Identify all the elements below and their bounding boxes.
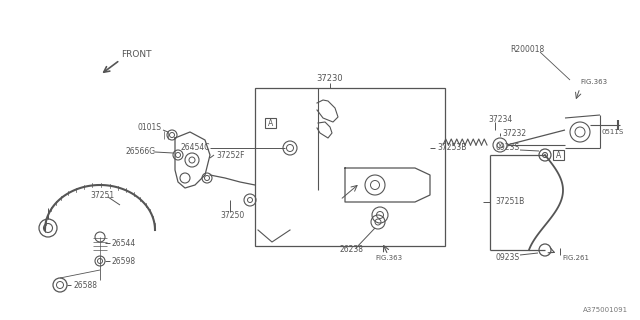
Text: 26566G: 26566G	[125, 148, 155, 156]
Text: 37230: 37230	[317, 74, 343, 83]
Text: 26598: 26598	[112, 257, 136, 266]
Text: R200018: R200018	[510, 45, 544, 54]
Text: 26544: 26544	[112, 238, 136, 247]
Text: 0511S: 0511S	[602, 129, 624, 135]
Text: FRONT: FRONT	[121, 50, 152, 59]
Text: FIG.363: FIG.363	[580, 79, 607, 85]
Text: 37251: 37251	[90, 190, 114, 199]
Text: 37253B: 37253B	[437, 143, 467, 153]
Text: A: A	[268, 118, 273, 127]
Text: 26454C: 26454C	[180, 143, 210, 153]
Text: 26588: 26588	[73, 281, 97, 290]
Text: A: A	[556, 150, 561, 159]
Bar	[265, 118, 276, 128]
Text: FIG.261: FIG.261	[562, 255, 589, 261]
Text: 37250: 37250	[220, 211, 244, 220]
Text: 37252F: 37252F	[216, 150, 244, 159]
Text: 0923S: 0923S	[495, 143, 519, 153]
Text: FIG.363: FIG.363	[375, 255, 402, 261]
Text: 37234: 37234	[488, 116, 512, 124]
Bar	[255, 88, 445, 246]
Text: 0101S: 0101S	[138, 124, 162, 132]
Text: 26238: 26238	[340, 245, 364, 254]
Text: 37232: 37232	[502, 129, 526, 138]
Text: 37251B: 37251B	[495, 197, 524, 206]
Bar	[553, 150, 564, 160]
Text: A375001091: A375001091	[583, 307, 628, 313]
Text: 0923S: 0923S	[495, 252, 519, 261]
